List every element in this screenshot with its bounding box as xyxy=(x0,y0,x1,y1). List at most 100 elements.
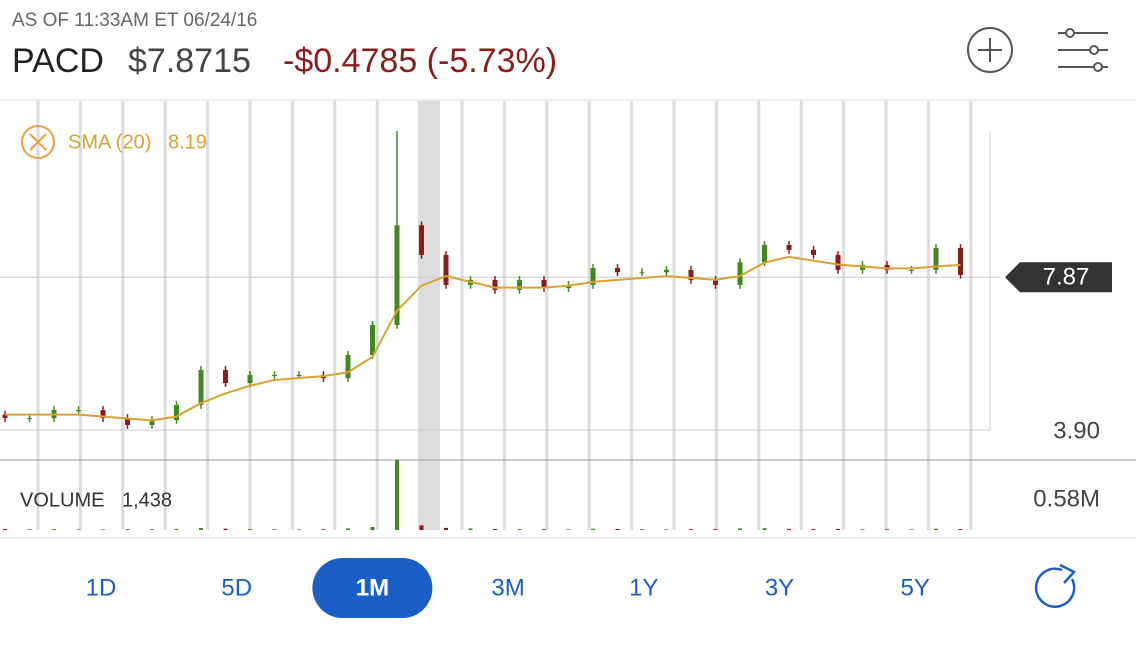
candle-body xyxy=(125,418,130,425)
refresh-button[interactable] xyxy=(1034,563,1077,608)
candle-body xyxy=(786,244,792,250)
range-button[interactable]: 5D xyxy=(221,574,252,601)
volume-bar xyxy=(101,529,105,530)
volume-bar xyxy=(174,528,179,530)
range-button[interactable]: 1D xyxy=(86,574,117,601)
candle-body xyxy=(541,279,547,289)
volume-bar xyxy=(419,525,424,530)
candle-body xyxy=(76,409,81,411)
volume-bar xyxy=(150,529,154,530)
volume-value: 1,438 xyxy=(122,489,172,511)
candle-body xyxy=(149,419,155,425)
candle-body xyxy=(958,247,963,275)
volume-bar xyxy=(542,529,546,530)
volume-bar xyxy=(762,528,767,530)
volume-bar xyxy=(272,529,277,530)
volume-bar xyxy=(566,529,571,530)
candle-body xyxy=(272,374,277,376)
candle-body xyxy=(100,409,106,419)
candle-body xyxy=(517,279,522,290)
volume-bar xyxy=(836,528,840,530)
sma-line xyxy=(5,255,961,422)
volume-tick-label: 0.58M xyxy=(1033,485,1100,512)
add-button[interactable] xyxy=(967,27,1013,73)
candle-body xyxy=(639,272,645,274)
volume-bar xyxy=(909,529,914,530)
volume-bar xyxy=(346,528,350,530)
volume-bar xyxy=(934,528,938,530)
volume-bar xyxy=(885,529,889,530)
candle-body xyxy=(27,418,32,420)
candle-body xyxy=(835,254,841,270)
volume-bar xyxy=(689,529,693,530)
settings-button[interactable] xyxy=(1058,28,1108,72)
weekend-band xyxy=(418,101,440,530)
volume-bar xyxy=(468,528,473,530)
volume-bar xyxy=(297,529,301,530)
volume-bar xyxy=(395,460,399,530)
candle-body xyxy=(174,404,179,420)
range-button[interactable]: 5Y xyxy=(901,574,930,601)
candle-body xyxy=(933,247,939,270)
candle-body xyxy=(811,249,816,255)
sma-name: SMA (20) xyxy=(68,131,151,153)
volume-label: VOLUME xyxy=(20,489,104,511)
volume-bar xyxy=(811,529,816,530)
y-tick-label: 3.90 xyxy=(1053,417,1100,444)
candle-body xyxy=(615,267,620,273)
volume-bar xyxy=(223,528,228,530)
range-button[interactable]: 3Y xyxy=(765,574,794,601)
last-price-label: 7.87 xyxy=(1043,264,1090,291)
volume-bar xyxy=(615,528,620,530)
candle-body xyxy=(492,279,498,290)
candle-body xyxy=(419,225,424,255)
range-button[interactable]: 1M xyxy=(356,574,389,601)
as-of: AS OF 11:33AM ET 06/24/16 xyxy=(12,10,257,31)
volume-bar xyxy=(321,529,326,530)
candle-body xyxy=(762,244,767,263)
candle-body xyxy=(223,369,228,384)
candle-body xyxy=(2,414,8,419)
volume-bar xyxy=(713,529,718,530)
volume-bar xyxy=(493,528,497,530)
price: $7.8715 xyxy=(128,42,251,80)
symbol: PACD xyxy=(12,42,104,80)
candle-body xyxy=(443,254,449,285)
volume-bar xyxy=(444,527,448,530)
volume-bar xyxy=(27,529,32,530)
candle-body xyxy=(296,374,302,376)
volume-bar xyxy=(370,526,375,530)
candle-body xyxy=(688,269,694,280)
volume-bar xyxy=(958,529,963,530)
volume-bar xyxy=(248,529,252,530)
candle-body xyxy=(664,269,669,273)
volume-bar xyxy=(3,528,7,530)
volume-bar xyxy=(860,529,865,530)
volume-bar xyxy=(52,529,56,530)
candle-body xyxy=(590,267,596,285)
volume-bar xyxy=(591,528,595,530)
range-button[interactable]: 1Y xyxy=(629,574,658,601)
volume-bar xyxy=(199,527,203,530)
last-price-tag xyxy=(1005,262,1112,293)
volume-bar xyxy=(787,528,791,530)
volume-bar xyxy=(125,529,130,530)
volume-bar xyxy=(76,529,81,530)
change: -$0.4785 (-5.73%) xyxy=(283,42,557,80)
candle-body xyxy=(370,324,375,355)
range-button[interactable]: 3M xyxy=(491,574,524,601)
candle-body xyxy=(394,225,400,325)
time-grid xyxy=(36,101,973,530)
candle-body xyxy=(909,269,914,271)
volume-bar xyxy=(640,529,644,530)
sma-value: 8.19 xyxy=(168,131,207,153)
candle-body xyxy=(345,354,351,379)
candle-body xyxy=(737,262,743,285)
volume-bar xyxy=(738,528,742,530)
range-selected-bg xyxy=(312,558,433,618)
volume-bar xyxy=(517,529,522,530)
sma-remove[interactable] xyxy=(21,125,55,159)
